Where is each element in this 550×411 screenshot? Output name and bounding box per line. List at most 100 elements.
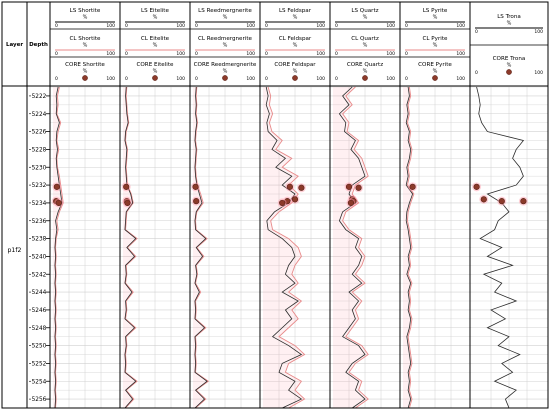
track-quartz-core-point (347, 199, 355, 207)
track-5-cl-scale-max: 100 (386, 51, 395, 57)
layer-column-header: Layer (6, 42, 23, 48)
track-5-cl-scale-min: 0 (335, 51, 338, 57)
track-1-core-marker (82, 75, 88, 81)
track-2-cl-scale-min: 0 (125, 51, 128, 57)
track-4-cl-unit: % (293, 43, 298, 49)
track-6-core-scale-min: 0 (405, 76, 408, 82)
track-6-ls-unit: % (433, 15, 438, 21)
data-layer (51, 86, 528, 409)
track-3-core-unit: % (223, 69, 228, 75)
track-6-ls-title: LS Pyrite (423, 8, 448, 14)
trona-core-scale-max: 100 (534, 70, 543, 76)
track-shortite-cl-curve (55, 86, 64, 409)
track-1-cl-unit: % (83, 43, 88, 49)
track-pyrite-core-point (409, 183, 416, 190)
track-4-ls-scale-max: 100 (316, 23, 325, 29)
track-1-core-unit: % (83, 69, 88, 75)
track-quartz-core-point (345, 183, 353, 190)
track-eitelite-core-point (123, 183, 130, 190)
track-3-ls-scale-max: 100 (246, 23, 255, 29)
track-6-core-unit: % (433, 69, 438, 75)
track-5-core-title: CORE Quartz (347, 62, 383, 68)
track-6-core-title: CORE Pyrite (418, 62, 452, 68)
track-5-cl-title: CL Quartz (351, 36, 379, 42)
track-4-ls-title: LS Feldspar (279, 8, 312, 14)
track-3-cl-scale-min: 0 (195, 51, 198, 57)
track-trona-core-point (498, 198, 505, 205)
track-5-ls-scale-min: 0 (335, 23, 338, 29)
track-2-cl-unit: % (153, 43, 158, 49)
depth-tick-label: 5232 (32, 183, 47, 189)
track-eitelite-cl-fill (123, 87, 138, 408)
track-2-ls-unit: % (153, 15, 158, 21)
track-6-cl-title: CL Pyrite (423, 36, 449, 42)
depth-axis: 5222 5224 5226 5228 5230 5232 5234 5236 5238 5240… (8, 94, 50, 403)
track-5-core-unit: % (363, 69, 368, 75)
track-reedmergnerite-cl-curve (195, 86, 210, 409)
track-4-cl-title: CL Feldspar (279, 36, 312, 42)
grid-layer (50, 86, 548, 409)
track-trona-ls-curve (476, 86, 525, 409)
track-1-core-scale-min: 0 (55, 76, 58, 82)
track-3-ls-unit: % (223, 15, 228, 21)
track-3-cl-scale-max: 100 (246, 51, 255, 57)
track-feldspar-ls-curve (265, 86, 303, 409)
track-2-cl-title: CL Eitelite (141, 36, 170, 42)
track-3-cl-unit: % (223, 43, 228, 49)
trona-ls-scale-max: 100 (534, 29, 543, 35)
trona-core-unit: % (507, 63, 512, 69)
depth-tick-label: 5248 (32, 326, 47, 332)
depth-tick-label: 5242 (32, 272, 47, 278)
track-4-core-unit: % (293, 69, 298, 75)
depth-tick-label: 5238 (32, 237, 47, 243)
track-eitelite-cl-curve (125, 86, 138, 409)
track-6-ls-scale-min: 0 (405, 23, 408, 29)
track-3-ls-scale-min: 0 (195, 23, 198, 29)
track-1-ls-scale-min: 0 (55, 23, 58, 29)
depth-tick-label: 5244 (32, 290, 47, 296)
track-trona-core-point (473, 183, 480, 190)
track-4-cl-scale-min: 0 (265, 51, 268, 57)
track-reedmergnerite-core-point (192, 183, 199, 190)
track-trona-core-point (520, 198, 527, 205)
track-5-core-marker (362, 75, 368, 81)
track-feldspar-core-point (279, 199, 286, 207)
track-4-core-scale-max: 100 (316, 76, 325, 82)
track-quartz-ls-curve (338, 86, 366, 409)
track-quartz-cl-fill (333, 87, 369, 408)
track-reedmergnerite-core-point (193, 198, 200, 205)
track-4-core-title: CORE Feldspar (274, 62, 316, 68)
track-shortite-ls-curve (54, 86, 63, 409)
depth-tick-label: 5230 (32, 165, 47, 171)
track-4-ls-scale-min: 0 (265, 23, 268, 29)
track-4-core-scale-min: 0 (265, 76, 268, 82)
track-5-cl-unit: % (363, 43, 368, 49)
depth-tick-label: 5222 (32, 94, 47, 100)
track-reedmergnerite-ls-curve (194, 86, 208, 409)
track-2-ls-scale-min: 0 (125, 23, 128, 29)
track-3-core-marker (222, 75, 228, 81)
trona-core-marker (506, 69, 512, 75)
track-5-ls-scale-max: 100 (386, 23, 395, 29)
track-eitelite-core-point (124, 199, 131, 207)
track-1-ls-title: LS Shortite (70, 8, 101, 14)
track-4-cl-scale-max: 100 (316, 51, 325, 57)
trona-core-title: CORE Trona (493, 56, 526, 62)
depth-tick-label: 5224 (32, 112, 47, 118)
track-feldspar-core-point (291, 196, 299, 203)
track-1-cl-scale-min: 0 (55, 51, 58, 57)
track-5-core-scale-max: 100 (386, 76, 395, 82)
track-1-core-title: CORE Shortite (65, 62, 105, 68)
track-2-core-unit: % (153, 69, 158, 75)
depth-tick-label: 5240 (32, 254, 47, 260)
depth-tick-label: 5226 (32, 130, 47, 136)
track-pyrite-cl-fill (403, 87, 414, 408)
track-4-ls-unit: % (293, 15, 298, 21)
track-3-ls-title: LS Reedmergnerite (198, 8, 252, 14)
track-feldspar-cl-curve (267, 86, 306, 409)
track-4-core-marker (292, 75, 298, 81)
track-2-core-marker (152, 75, 158, 81)
